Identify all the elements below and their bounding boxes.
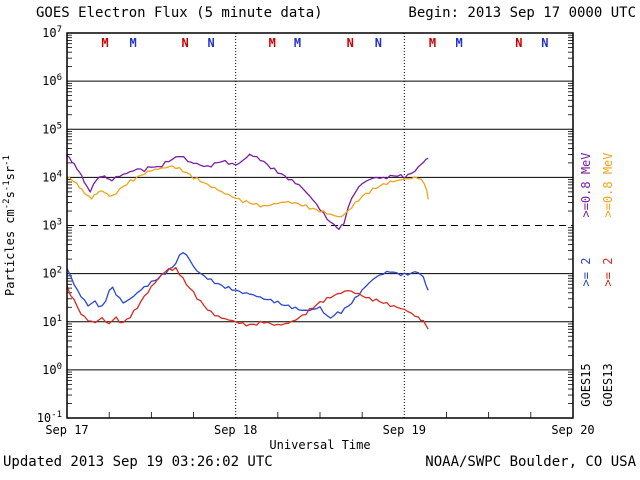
y-axis-label: Particles cm-2s-1sr-1 xyxy=(2,155,17,296)
plot-border xyxy=(66,32,574,419)
begin-time-label: Begin: 2013 Sep 17 0000 UTC xyxy=(408,5,636,21)
chart-title: GOES Electron Flux (5 minute data) xyxy=(36,5,323,21)
y-tick-label: 103 xyxy=(42,218,62,233)
x-tick-label: Sep 18 xyxy=(214,423,257,437)
legend-goes13-label-0: >=0.8 MeV xyxy=(601,152,615,217)
event-marker-m: M xyxy=(101,36,108,50)
event-marker-m: M xyxy=(429,36,436,50)
event-marker-n: N xyxy=(181,36,188,50)
event-marker-n: N xyxy=(347,36,354,50)
x-axis-label: Universal Time xyxy=(269,438,370,452)
y-tick-label: 102 xyxy=(42,266,62,281)
credit-label: NOAA/SWPC Boulder, CO USA xyxy=(425,454,636,470)
updated-time-label: Updated 2013 Sep 19 03:26:02 UTC xyxy=(3,454,273,470)
event-marker-m: M xyxy=(269,36,276,50)
event-marker-m: M xyxy=(456,36,463,50)
series-line-goes15-ge0.8mev xyxy=(66,153,429,230)
legend-goes15-label-2: GOES15 xyxy=(579,363,593,406)
event-marker-n: N xyxy=(541,36,548,50)
y-tick-label: 10-1 xyxy=(37,410,62,425)
y-tick-label: 106 xyxy=(42,73,62,88)
series-line-goes13-ge0.8mev xyxy=(66,165,429,218)
event-marker-n: N xyxy=(375,36,382,50)
y-tick-label: 107 xyxy=(42,25,62,40)
y-tick-label: 101 xyxy=(42,314,62,329)
event-marker-m: M xyxy=(129,36,136,50)
x-tick-label: Sep 20 xyxy=(551,423,594,437)
event-marker-n: N xyxy=(207,36,214,50)
series-line-goes13-ge2mev xyxy=(66,266,429,330)
legend-goes15-label-0: >=0.8 MeV xyxy=(579,152,593,217)
y-tick-label: 100 xyxy=(42,362,62,377)
series-line-goes15-ge2mev xyxy=(66,251,429,319)
legend-goes15-label-1: >= 2 xyxy=(579,258,593,287)
legend-goes13-label-2: GOES13 xyxy=(601,363,615,406)
legend-goes13-label-1: >= 2 xyxy=(601,258,615,287)
x-tick-label: Sep 19 xyxy=(383,423,426,437)
x-tick-label: Sep 17 xyxy=(45,423,88,437)
event-marker-n: N xyxy=(515,36,522,50)
event-marker-m: M xyxy=(294,36,301,50)
y-tick-label: 104 xyxy=(42,169,62,184)
y-tick-label: 105 xyxy=(42,121,62,136)
